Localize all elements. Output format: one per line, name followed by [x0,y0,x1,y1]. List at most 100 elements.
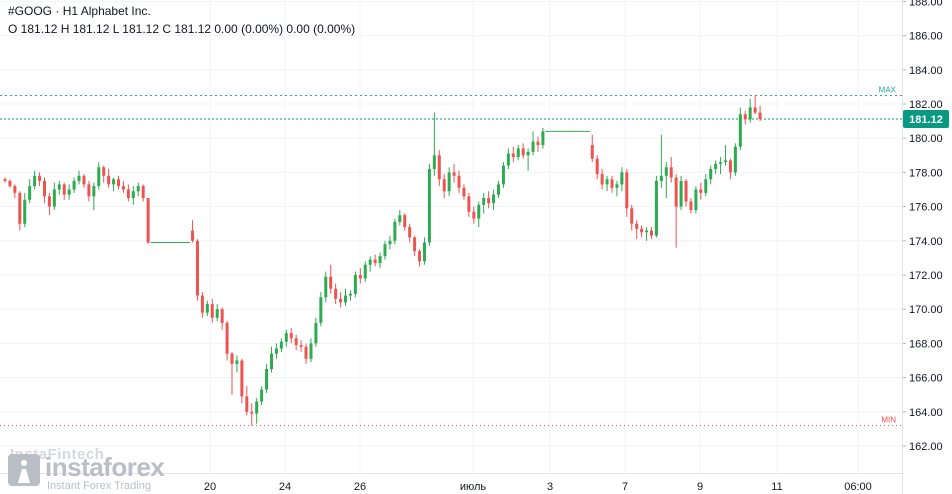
candle[interactable] [304,343,308,364]
candle[interactable] [38,172,42,187]
candle[interactable] [269,346,273,373]
candle[interactable] [432,112,436,176]
candle[interactable] [23,192,27,228]
candle[interactable] [393,218,397,245]
candle[interactable] [403,213,407,231]
candle[interactable] [28,179,32,204]
candle[interactable] [501,162,505,188]
candle[interactable] [674,174,678,248]
candle[interactable] [719,157,723,175]
candle[interactable] [694,186,698,214]
candle[interactable] [497,180,500,199]
candle[interactable] [195,239,199,301]
candle[interactable] [408,223,412,243]
candle[interactable] [679,175,683,211]
candle[interactable] [82,174,86,188]
candle[interactable] [506,148,510,169]
candle[interactable] [521,143,525,159]
candle[interactable] [42,177,46,204]
candle[interactable] [728,158,732,180]
candle[interactable] [289,328,293,344]
candle[interactable] [659,134,663,188]
candle[interactable] [112,177,116,192]
candle[interactable] [3,177,7,183]
candle[interactable] [437,150,441,187]
candle[interactable] [230,351,234,395]
candle[interactable] [378,252,382,269]
candle[interactable] [457,170,461,193]
candle[interactable] [279,338,283,352]
candle[interactable] [200,292,204,318]
candle[interactable] [595,155,599,180]
candle[interactable] [704,174,708,197]
candle[interactable] [87,180,91,202]
candle[interactable] [117,175,121,190]
candle[interactable] [388,235,392,250]
candle[interactable] [102,165,106,183]
candle[interactable] [640,225,644,238]
candle[interactable] [33,170,37,190]
candle[interactable] [492,189,496,211]
candle[interactable] [541,127,545,149]
candle[interactable] [77,170,81,185]
candle[interactable] [52,182,56,211]
candle[interactable] [62,182,66,200]
candle[interactable] [427,163,431,246]
candle[interactable] [699,182,703,200]
candle[interactable] [615,180,619,197]
candle[interactable] [748,98,752,123]
candle[interactable] [294,334,298,351]
candle[interactable] [709,165,713,185]
candle[interactable] [358,268,362,284]
candle[interactable] [240,358,244,404]
candle[interactable] [220,307,224,330]
candle[interactable] [590,134,594,163]
candle[interactable] [467,192,471,217]
candle[interactable] [309,338,313,363]
candle[interactable] [339,292,343,308]
candle[interactable] [625,168,629,217]
candle[interactable] [344,288,348,306]
candle[interactable] [348,290,352,301]
candle[interactable] [516,145,520,161]
candle[interactable] [13,184,17,199]
candle[interactable] [714,160,718,175]
candle[interactable] [630,204,634,231]
candle[interactable] [733,143,737,176]
candle[interactable] [274,343,278,359]
candle[interactable] [47,192,51,216]
candle[interactable] [531,131,535,156]
candle[interactable] [314,317,318,347]
candle[interactable] [654,175,658,238]
candle[interactable] [146,198,150,245]
candle[interactable] [72,177,76,193]
candle[interactable] [610,175,614,193]
candle[interactable] [477,201,481,228]
candle[interactable] [373,254,377,267]
candle[interactable] [758,105,762,122]
candle[interactable] [743,110,747,125]
candle[interactable] [18,191,22,231]
candle[interactable] [684,179,688,207]
candle[interactable] [442,174,446,199]
candle[interactable] [526,148,530,171]
candle[interactable] [511,146,515,163]
candle[interactable] [669,157,673,183]
candle[interactable] [245,386,249,416]
candle[interactable] [472,206,476,224]
candle[interactable] [620,167,624,192]
candle[interactable] [368,256,372,272]
candle[interactable] [57,180,61,195]
candle[interactable] [299,339,303,352]
candle[interactable] [67,184,71,200]
candle[interactable] [689,198,693,214]
candle[interactable] [418,249,422,267]
candle[interactable] [260,386,264,405]
candle[interactable] [97,162,101,190]
candle[interactable] [635,220,639,240]
candle[interactable] [452,163,456,183]
candle[interactable] [191,220,195,243]
candle[interactable] [319,292,323,327]
